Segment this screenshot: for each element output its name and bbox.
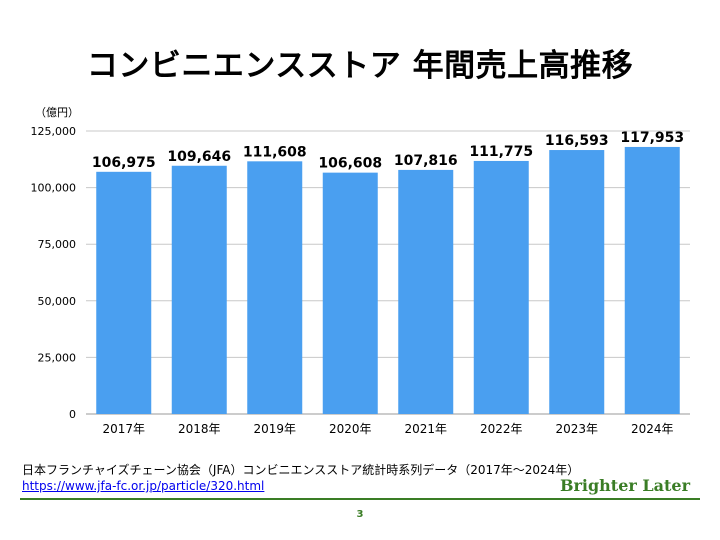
x-tick-label: 2019年	[253, 422, 296, 436]
bar-value-label: 109,646	[167, 149, 231, 165]
bar-value-label: 111,608	[243, 144, 307, 160]
bar-value-label: 106,608	[318, 156, 382, 172]
slide-title: コンビニエンスストア 年間売上高推移	[86, 48, 634, 84]
bar-chart: （億円） 0 25,000 50,000 75,000 100,000 125,000 10…	[31, 106, 690, 436]
bar	[549, 150, 605, 414]
y-tick-label: 0	[69, 408, 76, 421]
x-tick-label: 2023年	[555, 422, 598, 436]
bar-value-label: 117,953	[620, 130, 684, 146]
y-tick-label: 50,000	[38, 295, 77, 308]
bar-value-label: 106,975	[92, 155, 156, 171]
y-tick-label: 25,000	[38, 351, 77, 364]
bar	[322, 172, 378, 414]
y-axis-unit-label: （億円）	[35, 106, 79, 119]
bar	[247, 161, 303, 414]
bar-value-label: 111,775	[469, 144, 533, 160]
y-tick-label: 75,000	[38, 238, 77, 251]
y-tick-label: 100,000	[31, 182, 77, 195]
x-tick-label: 2021年	[404, 422, 447, 436]
bar	[398, 169, 454, 414]
footer-divider	[20, 498, 700, 500]
source-citation: 日本フランチャイズチェーン協会（JFA）コンビニエンスストア統計時系列データ（2…	[22, 463, 580, 477]
x-tick-label: 2017年	[102, 422, 145, 436]
x-tick-label: 2022年	[480, 422, 523, 436]
x-tick-label: 2020年	[329, 422, 372, 436]
bar	[96, 171, 152, 414]
page-number: 3	[356, 509, 364, 520]
x-tick-label: 2018年	[178, 422, 221, 436]
bar-value-label: 107,816	[394, 153, 458, 169]
bar	[473, 160, 529, 414]
brand-logo: Brighter Later	[559, 476, 690, 495]
bar-value-label: 116,593	[545, 133, 609, 149]
bar	[624, 146, 680, 414]
source-link[interactable]: https://www.jfa-fc.or.jp/particle/320.ht…	[22, 479, 265, 493]
bar	[171, 165, 227, 414]
y-tick-label: 125,000	[31, 125, 77, 138]
x-tick-label: 2024年	[631, 422, 674, 436]
